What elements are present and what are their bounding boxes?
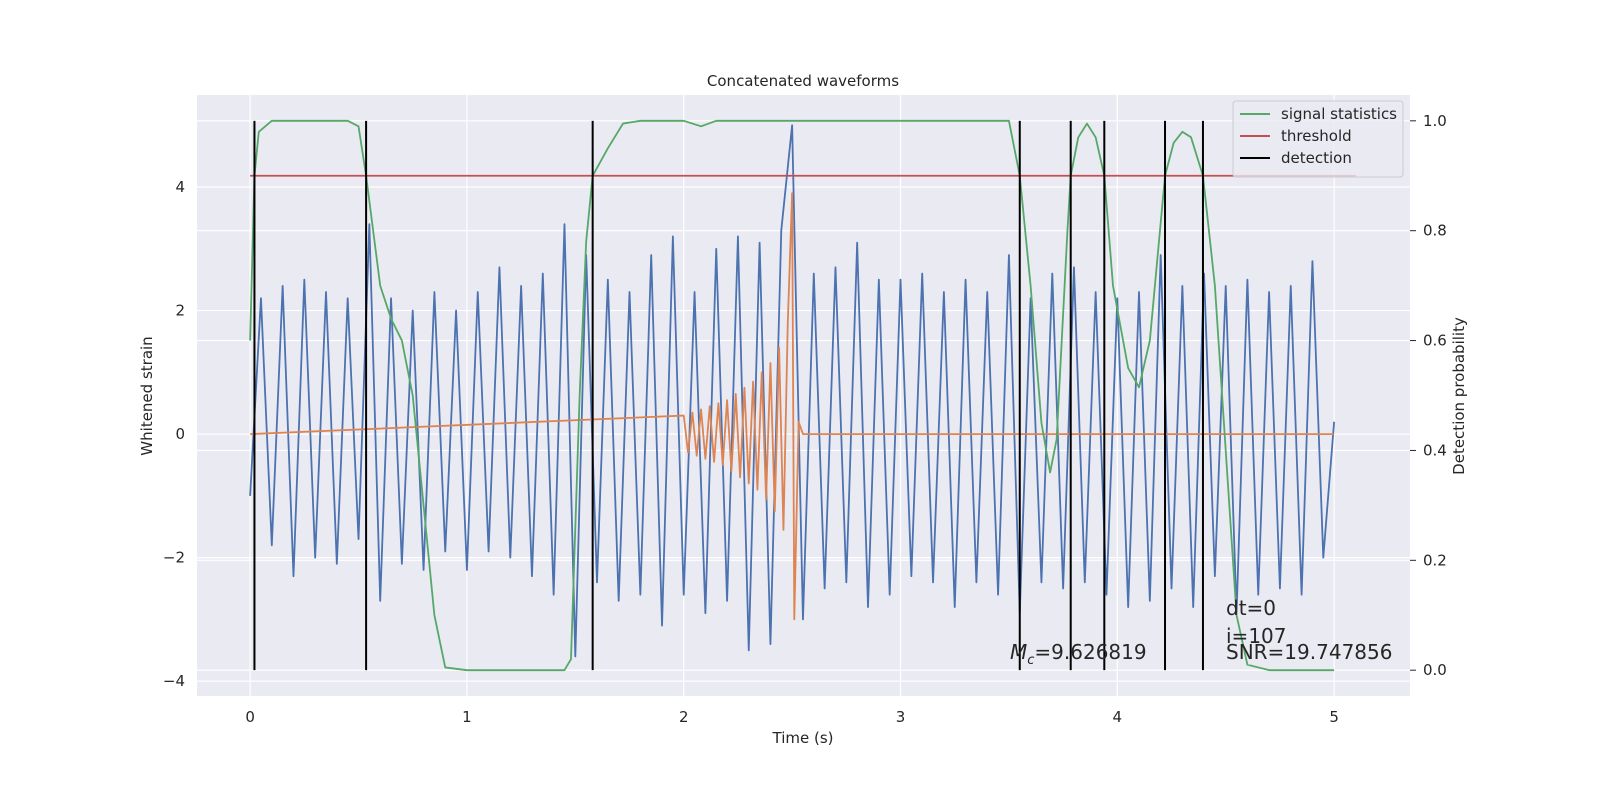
series-line	[249, 124, 1336, 658]
y2-tick-label: 0.0	[1423, 661, 1447, 679]
legend-label: detection	[1281, 149, 1352, 167]
y2-tick-label: 0.6	[1423, 332, 1447, 350]
x-tick-label: 4	[1113, 708, 1123, 726]
i-annotation: i=107	[1226, 624, 1287, 648]
y-tick-label: −4	[163, 672, 185, 690]
y2-tick-label: 0.8	[1423, 222, 1447, 240]
mc-annotation: Mc=9.626819	[1010, 640, 1147, 668]
legend-box	[1232, 100, 1404, 178]
x-axis-label: Time (s)	[772, 729, 834, 747]
dt-annotation: dt=0	[1226, 596, 1276, 620]
y-tick-label: 0	[175, 425, 185, 443]
legend-label: signal statistics	[1281, 105, 1397, 123]
chart-title: Concatenated waveforms	[707, 72, 899, 90]
series-line	[250, 192, 1335, 621]
mc-subscript: c	[1027, 653, 1034, 668]
x-tick-label: 5	[1329, 708, 1339, 726]
y-axis-label: Whitened strain	[138, 336, 156, 455]
y-tick-label: 4	[175, 178, 185, 196]
snr-annotation: SNR=19.747856	[1226, 640, 1392, 664]
legend-label: threshold	[1281, 127, 1352, 145]
y2-tick-label: 0.2	[1423, 551, 1447, 569]
y2-tick-label: 1.0	[1423, 112, 1447, 130]
mc-symbol: M	[1010, 640, 1027, 664]
y2-axis-label: Detection probability	[1450, 317, 1468, 475]
x-tick-label: 0	[245, 708, 255, 726]
x-tick-label: 1	[462, 708, 472, 726]
y-tick-label: −2	[163, 549, 185, 567]
y2-tick-label: 0.4	[1423, 441, 1447, 459]
x-tick-label: 3	[896, 708, 906, 726]
x-tick-label: 2	[679, 708, 689, 726]
mc-value: =9.626819	[1034, 640, 1146, 664]
y-tick-label: 2	[175, 302, 185, 320]
series-line	[249, 119, 1335, 672]
